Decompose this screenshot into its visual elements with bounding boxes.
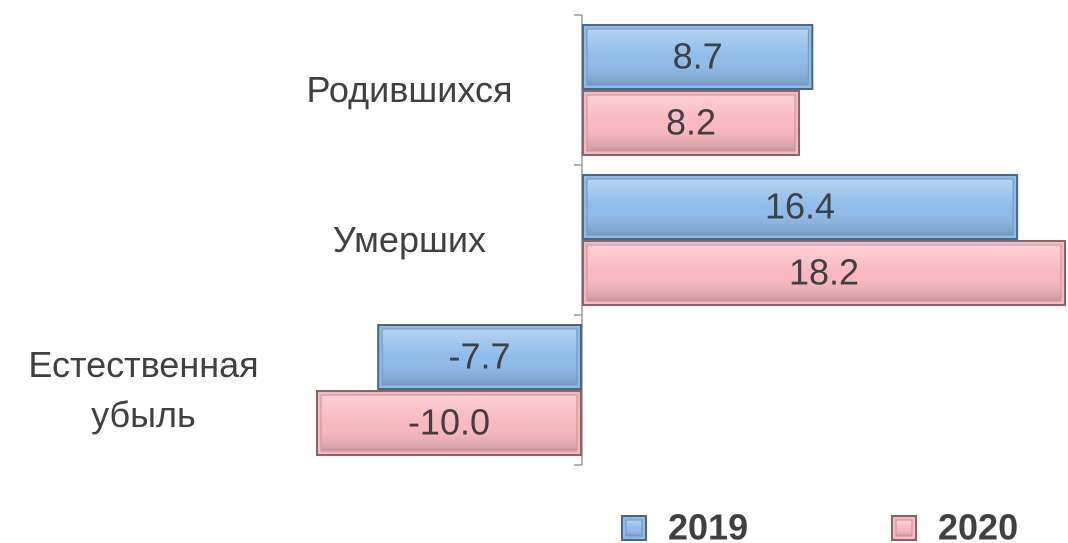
category-label: Умерших — [332, 219, 486, 260]
data-label: 8.2 — [666, 102, 716, 143]
data-label: 16.4 — [765, 186, 835, 227]
category-label: Родившихся — [306, 69, 513, 110]
bar-shade — [320, 394, 578, 452]
legend-label: 2019 — [668, 507, 748, 543]
bar-shade — [381, 328, 578, 386]
bar-shade — [586, 28, 809, 86]
bar-shade — [586, 94, 796, 152]
legend-swatch-shade — [625, 519, 643, 537]
bar-shade — [586, 244, 1062, 302]
category-label: Естественная убыль — [28, 344, 259, 435]
data-label: -10.0 — [408, 402, 490, 443]
bar-shade — [586, 178, 1014, 236]
legend-label: 2020 — [938, 507, 1018, 543]
data-label: 18.2 — [789, 252, 859, 293]
data-label: 8.7 — [673, 36, 723, 77]
legend-swatch-shade — [895, 519, 913, 537]
data-label: -7.7 — [449, 336, 511, 377]
